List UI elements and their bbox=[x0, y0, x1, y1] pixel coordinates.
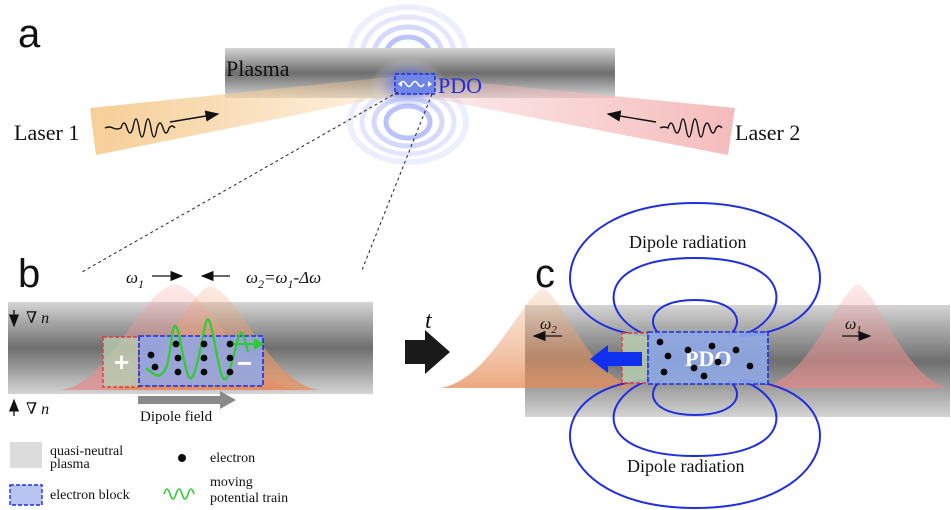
electron-dot bbox=[714, 358, 722, 366]
panel-label-c: c bbox=[535, 252, 555, 296]
panel-c: c Dipole radiation Dipole radiation PDO bbox=[440, 201, 950, 510]
radiation-lobe-top-mid bbox=[612, 256, 778, 337]
positive-block bbox=[102, 336, 140, 388]
dipole-field-label: Dipole field bbox=[140, 409, 213, 425]
minus-sign: − bbox=[237, 348, 252, 378]
electron-dot bbox=[200, 340, 208, 348]
plasma-label: Plasma bbox=[226, 56, 290, 81]
electron-dot bbox=[746, 362, 754, 370]
zoom-line-left bbox=[81, 91, 399, 273]
legend-quasi-neutral-line1: quasi-neutral bbox=[50, 444, 123, 459]
electrons-b bbox=[147, 340, 234, 376]
electron-dot bbox=[690, 364, 698, 372]
electron-dot bbox=[664, 352, 672, 360]
train-arrow-head-icon bbox=[254, 338, 264, 350]
legend-electron-label: electron bbox=[210, 451, 255, 466]
zoom-line-right bbox=[361, 93, 433, 271]
electron-dot bbox=[708, 342, 716, 350]
dipole-radiation-lines bbox=[569, 201, 821, 510]
electron-dot bbox=[174, 368, 182, 376]
plus-sign: + bbox=[114, 347, 129, 377]
legend-potential-train-icon bbox=[163, 488, 195, 500]
radiation-lobe-top-inner bbox=[652, 298, 738, 337]
electron-dot bbox=[172, 340, 180, 348]
omega1-label-c: ω1 bbox=[845, 316, 862, 336]
electron-dot bbox=[200, 368, 208, 376]
pdo-label-a: PDO bbox=[438, 73, 482, 98]
radiation-lobe-bottom-mid bbox=[612, 379, 778, 458]
omega1-label-b: ω1 bbox=[126, 268, 144, 291]
electron-dot bbox=[226, 368, 234, 376]
pdo-double-arrow-icon bbox=[398, 81, 432, 87]
electron-dot bbox=[226, 340, 234, 348]
grad-n-top: ∇ n bbox=[26, 310, 49, 327]
electron-dot bbox=[732, 346, 740, 354]
legend-electron-block-label: electron block bbox=[50, 488, 130, 503]
legend-quasi-neutral-line2: plasma bbox=[50, 457, 90, 472]
laser-2-label: Laser 2 bbox=[735, 120, 800, 145]
dipole-radiation-top-label: Dipole radiation bbox=[629, 232, 746, 252]
radiation-lobe-bottom-inner bbox=[652, 379, 738, 417]
laser-2-arrow bbox=[606, 110, 657, 123]
pdo-wave-icon bbox=[399, 80, 425, 88]
electron-dot bbox=[151, 363, 159, 371]
legend-electron-block-swatch bbox=[9, 484, 43, 506]
electron-dot bbox=[700, 372, 708, 380]
legend-electron-dot bbox=[178, 454, 186, 462]
panel-a: a Plasma PDO Laser 1 Laser 2 bbox=[14, 4, 800, 273]
laser-2-beam bbox=[410, 76, 735, 155]
laser-1-arrow bbox=[169, 110, 220, 123]
time-arrow: t bbox=[405, 308, 450, 374]
legend-quasi-neutral-swatch bbox=[10, 442, 42, 468]
panel-label-b: b bbox=[18, 252, 40, 296]
laser-1-beam bbox=[90, 76, 400, 155]
time-arrow-icon bbox=[405, 330, 450, 374]
dipole-radiation-bottom-label: Dipole radiation bbox=[627, 456, 744, 476]
omega2-label-c: ω2 bbox=[540, 316, 557, 336]
legend: quasi-neutral plasma electron electron b… bbox=[9, 442, 288, 506]
radiation-lobe-bottom-outer bbox=[569, 379, 821, 510]
dipole-field-arrow-head-icon bbox=[220, 391, 236, 409]
omega2-label-b: ω2=ω1-Δω bbox=[246, 268, 321, 291]
electron-dot bbox=[656, 338, 664, 346]
panel-label-a: a bbox=[18, 12, 41, 56]
legend-moving-line2: potential train bbox=[210, 491, 288, 506]
potential-train bbox=[145, 318, 250, 381]
electron-dot bbox=[174, 354, 182, 362]
electron-dot bbox=[226, 354, 234, 362]
electron-dot bbox=[660, 368, 668, 376]
grad-n-bottom: ∇ n bbox=[26, 401, 49, 418]
electron-dot bbox=[147, 351, 155, 359]
laser-2-pulse-icon bbox=[659, 118, 723, 138]
electrons-c bbox=[656, 338, 754, 380]
pdo-block-a bbox=[394, 73, 436, 95]
time-label: t bbox=[425, 308, 433, 334]
laser-1-label: Laser 1 bbox=[14, 120, 79, 145]
block-motion-arrow-body bbox=[606, 352, 642, 366]
electron-dot bbox=[684, 346, 692, 354]
legend-moving-line1: moving bbox=[210, 475, 253, 490]
electron-dot bbox=[200, 354, 208, 362]
block-motion-arrow-head-icon bbox=[590, 345, 608, 373]
panel-b: b ω1 ω2=ω1-Δω ∇ n ∇ n + − bbox=[8, 252, 373, 425]
dipole-field-arrow-body bbox=[138, 396, 222, 404]
radiation-lobe-top-outer bbox=[569, 201, 821, 337]
laser-1-pulse-icon bbox=[104, 118, 176, 138]
